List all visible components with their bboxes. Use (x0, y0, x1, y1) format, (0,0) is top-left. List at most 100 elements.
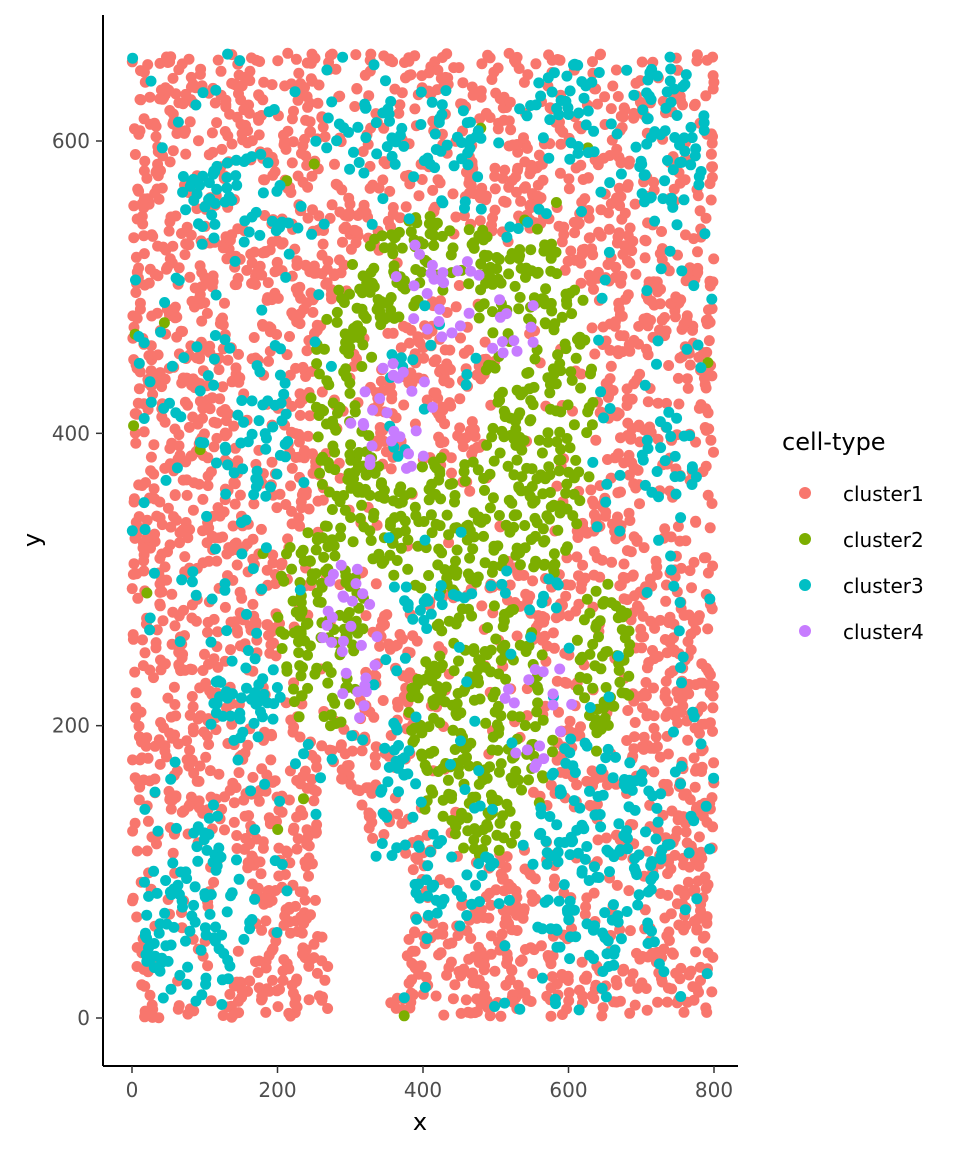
point-cluster2 (433, 543, 445, 555)
point-cluster3 (548, 67, 560, 79)
point-cluster4 (446, 327, 458, 339)
point-cluster3 (413, 841, 425, 853)
point-cluster1 (652, 397, 664, 409)
point-cluster1 (669, 849, 681, 861)
point-cluster2 (510, 820, 522, 832)
point-cluster1 (595, 48, 606, 60)
point-cluster1 (303, 503, 315, 515)
point-cluster2 (581, 673, 593, 685)
point-cluster1 (622, 230, 634, 242)
point-cluster1 (159, 658, 171, 670)
point-cluster2 (444, 225, 456, 237)
point-cluster3 (649, 215, 661, 227)
point-cluster1 (162, 692, 174, 704)
point-cluster1 (153, 734, 165, 746)
point-cluster1 (547, 627, 559, 639)
point-cluster3 (415, 796, 427, 808)
point-cluster1 (306, 75, 318, 87)
point-cluster1 (178, 805, 190, 817)
point-cluster2 (329, 550, 341, 562)
point-cluster3 (688, 711, 700, 723)
point-cluster2 (368, 507, 380, 519)
point-cluster1 (131, 911, 143, 923)
point-cluster2 (284, 542, 296, 553)
point-cluster3 (532, 921, 544, 933)
point-cluster1 (700, 883, 712, 894)
point-cluster3 (664, 245, 676, 257)
point-cluster2 (378, 242, 390, 254)
point-cluster1 (504, 96, 516, 108)
point-cluster2 (456, 603, 468, 615)
point-cluster3 (621, 832, 633, 844)
point-cluster2 (493, 844, 505, 856)
point-cluster1 (614, 995, 626, 1007)
point-cluster3 (642, 923, 654, 934)
point-cluster1 (630, 482, 642, 494)
point-cluster1 (678, 789, 690, 801)
point-cluster2 (357, 623, 369, 635)
point-cluster1 (506, 882, 518, 894)
point-cluster3 (584, 949, 596, 961)
point-cluster3 (659, 455, 671, 467)
point-cluster3 (690, 143, 702, 155)
point-cluster1 (191, 352, 203, 364)
point-cluster3 (259, 778, 271, 790)
point-cluster1 (389, 83, 401, 95)
point-cluster1 (152, 349, 164, 361)
point-cluster3 (655, 851, 667, 862)
point-cluster1 (504, 579, 516, 591)
point-cluster3 (346, 730, 358, 742)
point-cluster1 (369, 751, 381, 763)
point-cluster2 (550, 197, 562, 208)
point-cluster3 (194, 179, 205, 191)
point-cluster3 (580, 119, 592, 131)
point-cluster3 (152, 825, 164, 837)
point-cluster1 (661, 996, 673, 1008)
point-cluster2 (339, 328, 351, 340)
point-cluster1 (287, 136, 299, 148)
point-cluster2 (536, 649, 548, 661)
point-cluster1 (690, 515, 702, 527)
point-cluster3 (693, 179, 705, 191)
point-cluster2 (467, 543, 479, 555)
point-cluster2 (480, 364, 492, 376)
point-cluster1 (648, 742, 660, 754)
point-cluster3 (160, 875, 172, 886)
point-cluster1 (537, 174, 549, 186)
point-cluster1 (151, 624, 163, 636)
point-cluster2 (423, 570, 435, 581)
point-cluster3 (208, 353, 220, 365)
point-cluster1 (662, 868, 674, 880)
point-cluster3 (391, 665, 403, 677)
point-cluster3 (313, 289, 325, 301)
point-cluster1 (665, 908, 677, 920)
point-cluster1 (680, 826, 692, 838)
point-cluster1 (183, 421, 195, 433)
point-cluster1 (352, 210, 364, 221)
point-cluster1 (171, 128, 183, 139)
point-cluster1 (628, 462, 640, 474)
point-cluster2 (351, 302, 363, 314)
point-cluster3 (470, 879, 482, 891)
point-cluster1 (692, 875, 704, 887)
point-cluster1 (176, 228, 187, 239)
point-cluster4 (317, 632, 329, 644)
point-cluster2 (539, 558, 551, 570)
point-cluster1 (178, 604, 189, 616)
point-cluster3 (431, 907, 443, 919)
point-cluster2 (458, 842, 470, 854)
point-cluster1 (131, 312, 143, 324)
point-cluster3 (465, 134, 477, 146)
point-cluster3 (436, 99, 448, 111)
point-cluster3 (267, 713, 279, 725)
point-cluster1 (324, 744, 336, 756)
point-cluster1 (244, 975, 256, 987)
point-cluster2 (295, 547, 307, 559)
point-cluster1 (224, 234, 236, 246)
point-cluster1 (563, 995, 575, 1007)
point-cluster3 (422, 909, 434, 921)
point-cluster2 (492, 744, 504, 756)
point-cluster3 (375, 786, 387, 798)
point-cluster2 (480, 717, 492, 729)
point-cluster1 (159, 745, 171, 757)
